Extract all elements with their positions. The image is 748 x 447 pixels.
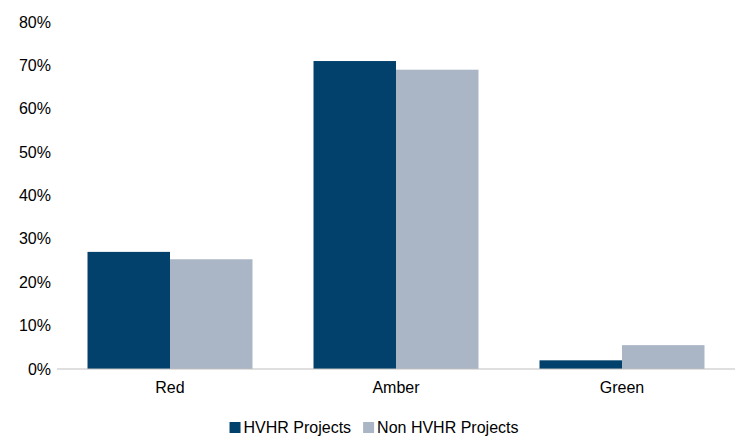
y-tick-label: 20%	[19, 274, 51, 291]
tick-mark	[54, 108, 57, 109]
x-tick-label: Red	[155, 379, 184, 396]
bar	[540, 360, 622, 369]
tick-mark	[54, 152, 57, 153]
legend: HVHR Projects Non HVHR Projects	[230, 419, 519, 436]
legend-swatch	[230, 422, 241, 433]
tick-mark	[54, 325, 57, 326]
y-tick-label: 50%	[19, 144, 51, 161]
tick-mark	[54, 282, 57, 283]
tick-mark	[54, 369, 57, 370]
bar	[396, 70, 478, 369]
bar	[170, 259, 252, 369]
tick-mark	[54, 195, 57, 196]
bar	[622, 345, 704, 369]
y-tick-label: 60%	[19, 100, 51, 117]
x-axis-line	[57, 369, 735, 370]
chart: 0% 10% 20% 30% 40% 50% 60% 70% 80% Red Amber Green H…	[0, 0, 748, 447]
legend-label: HVHR Projects	[244, 419, 352, 436]
tick-mark	[54, 22, 57, 23]
bar	[314, 61, 396, 369]
tick-mark	[54, 238, 57, 239]
y-tick-label: 0%	[28, 361, 51, 378]
y-tick-label: 30%	[19, 230, 51, 247]
y-tick-label: 80%	[19, 14, 51, 31]
y-tick-label: 40%	[19, 187, 51, 204]
bar	[88, 252, 170, 369]
x-tick-label: Green	[600, 379, 644, 396]
legend-swatch	[363, 422, 374, 433]
y-tick-label: 70%	[19, 57, 51, 74]
legend-label: Non HVHR Projects	[377, 419, 518, 436]
x-tick-label: Amber	[372, 379, 420, 396]
bars	[88, 61, 705, 369]
y-tick-label: 10%	[19, 317, 51, 334]
tick-mark	[54, 65, 57, 66]
